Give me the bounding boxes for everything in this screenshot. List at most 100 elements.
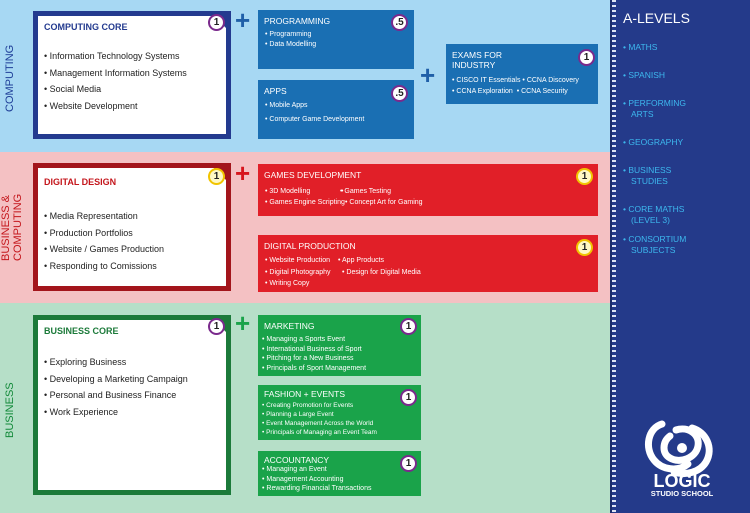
list-item: Management Information Systems [44, 65, 187, 82]
list-item: Mobile Apps [265, 99, 364, 113]
exams-list: CISCO IT Essentials • CCNA Discovery CCN… [452, 75, 579, 97]
digital-production-box: DIGITAL PRODUCTION Website Production Di… [258, 235, 598, 292]
list-item: Personal and Business Finance [44, 387, 188, 404]
plus-icon: + [235, 158, 251, 188]
accountancy-title: ACCOUNTANCY [264, 455, 330, 465]
a-level-item: SPANISH [623, 70, 686, 81]
a-levels-title: A-LEVELS [623, 10, 690, 26]
apps-credit-badge: .5 [391, 85, 408, 102]
computing-core-title: COMPUTING CORE [44, 22, 128, 32]
business-band-label: BUSINESS [4, 382, 16, 438]
list-item: Event Management Across the World [262, 419, 377, 428]
digital-production-credit-badge: 1 [576, 239, 593, 256]
programming-title: PROGRAMMING [264, 16, 331, 26]
list-item: Work Experience [44, 404, 188, 421]
list-item: Responding to Comissions [44, 258, 164, 275]
list-item: Managing a Sports Event [262, 335, 366, 345]
logo-subtitle: STUDIO SCHOOL [650, 489, 714, 498]
programming-box: PROGRAMMING Programming Data Modelling [258, 10, 414, 69]
list-item: Exploring Business [44, 354, 188, 371]
list-item: Rewarding Financial Transactions [262, 484, 371, 494]
a-level-item: BUSINESS [623, 165, 686, 176]
list-item: Principals of Managing an Event Team [262, 428, 377, 437]
games-testing-item: • Games Testing [340, 188, 391, 195]
list-item: Design for Digital Media [342, 267, 420, 279]
computing-core-box: COMPUTING CORE Information Technology Sy… [33, 11, 231, 139]
a-level-item-cont: (LEVEL 3) [631, 215, 670, 225]
list-item: Information Technology Systems [44, 48, 187, 65]
exams-title: EXAMS FOR INDUSTRY [452, 50, 503, 70]
list-item: Managing an Event [262, 465, 371, 475]
list-item: Pitching for a New Business [262, 354, 366, 364]
games-list-left: 3D Modelling Games Engine Scripting [265, 186, 345, 208]
computing-band-label: COMPUTING [4, 44, 16, 112]
business-core-list: Exploring Business Developing a Marketin… [44, 354, 188, 420]
games-development-title: GAMES DEVELOPMENT [264, 170, 362, 180]
list-item: App Products [338, 255, 384, 267]
list-item: Programming [265, 30, 316, 40]
apps-box: APPS Mobile Apps Computer Game Developme… [258, 80, 414, 139]
digital-design-box: DIGITAL DESIGN Media Representation Prod… [33, 163, 231, 291]
business-core-title: BUSINESS CORE [44, 326, 119, 336]
digital-production-list-right: App Products [338, 255, 384, 267]
fashion-events-credit-badge: 1 [400, 389, 417, 406]
plus-icon: + [235, 308, 251, 338]
list-item: Social Media [44, 81, 187, 98]
list-item: Developing a Marketing Campaign [44, 371, 188, 388]
accountancy-list: Managing an Event Management Accounting … [262, 465, 371, 494]
logic-swirl-logo-icon [644, 420, 713, 478]
list-item: Principals of Sport Management [262, 364, 366, 374]
computing-core-list: Information Technology Systems Managemen… [44, 48, 187, 114]
fashion-events-title: FASHION + EVENTS [264, 389, 346, 399]
a-level-item: PERFORMING [623, 98, 686, 109]
business-computing-band-label: BUSINESS & COMPUTING [0, 193, 24, 262]
a-level-item: MATHS [623, 42, 686, 53]
a-levels-list: MATHS SPANISH PERFORMING ARTS GEOGRAPHY … [623, 42, 686, 256]
a-level-item: CORE MATHS [623, 204, 686, 215]
digital-design-list: Media Representation Production Portfoli… [44, 208, 164, 274]
plus-icon: + [420, 60, 436, 90]
apps-list: Mobile Apps Computer Game Development [265, 99, 364, 127]
programming-credit-badge: .5 [391, 14, 408, 31]
digital-design-credit-badge: 1 [208, 168, 225, 185]
list-item: Website Development [44, 98, 187, 115]
list-item: Creating Promotion for Events [262, 401, 377, 410]
accountancy-credit-badge: 1 [400, 455, 417, 472]
plus-icon: + [235, 5, 251, 35]
list-item: 3D Modelling [265, 186, 345, 197]
marketing-box: MARKETING Managing a Sports Event Intern… [258, 315, 421, 376]
list-item: CISCO IT Essentials • CCNA Discovery [452, 75, 579, 86]
accountancy-box: ACCOUNTANCY Managing an Event Management… [258, 451, 421, 496]
digital-production-title: DIGITAL PRODUCTION [264, 241, 356, 251]
digital-design-title: DIGITAL DESIGN [44, 177, 117, 187]
list-item: Writing Copy [265, 278, 331, 290]
list-item: Data Modelling [265, 40, 316, 50]
logo-wordmark: LOGIC [653, 471, 711, 491]
list-item: Management Accounting [262, 475, 371, 485]
fashion-events-list: Creating Promotion for Events Planning a… [262, 401, 377, 437]
concept-art-item: • Concept Art for Gaming [345, 199, 423, 206]
computing-core-credit-badge: 1 [208, 14, 225, 31]
list-item: International Business of Sport [262, 345, 366, 355]
list-item: CCNA Exploration • CCNA Security [452, 86, 579, 97]
list-item: Digital Photography [265, 267, 330, 279]
games-development-box: GAMES DEVELOPMENT 3D Modelling Games Eng… [258, 164, 598, 216]
list-item: Media Representation [44, 208, 164, 225]
a-level-item-cont: STUDIES [631, 176, 668, 186]
marketing-title: MARKETING [264, 321, 315, 331]
programming-list: Programming Data Modelling [265, 30, 316, 50]
list-item: Planning a Large Event [262, 410, 377, 419]
a-level-item-cont: SUBJECTS [631, 245, 676, 255]
fashion-events-box: FASHION + EVENTS Creating Promotion for … [258, 385, 421, 440]
marketing-list: Managing a Sports Event International Bu… [262, 335, 366, 373]
list-item: Website Production [265, 255, 331, 267]
a-level-item: CONSORTIUM [623, 234, 686, 245]
digital-production-list-right-2: Design for Digital Media [342, 267, 420, 279]
exams-credit-badge: 1 [578, 49, 595, 66]
list-item: Website / Games Production [44, 241, 164, 258]
list-item: Computer Game Development [265, 113, 364, 127]
games-development-credit-badge: 1 [576, 168, 593, 185]
business-core-credit-badge: 1 [208, 318, 225, 335]
marketing-credit-badge: 1 [400, 318, 417, 335]
